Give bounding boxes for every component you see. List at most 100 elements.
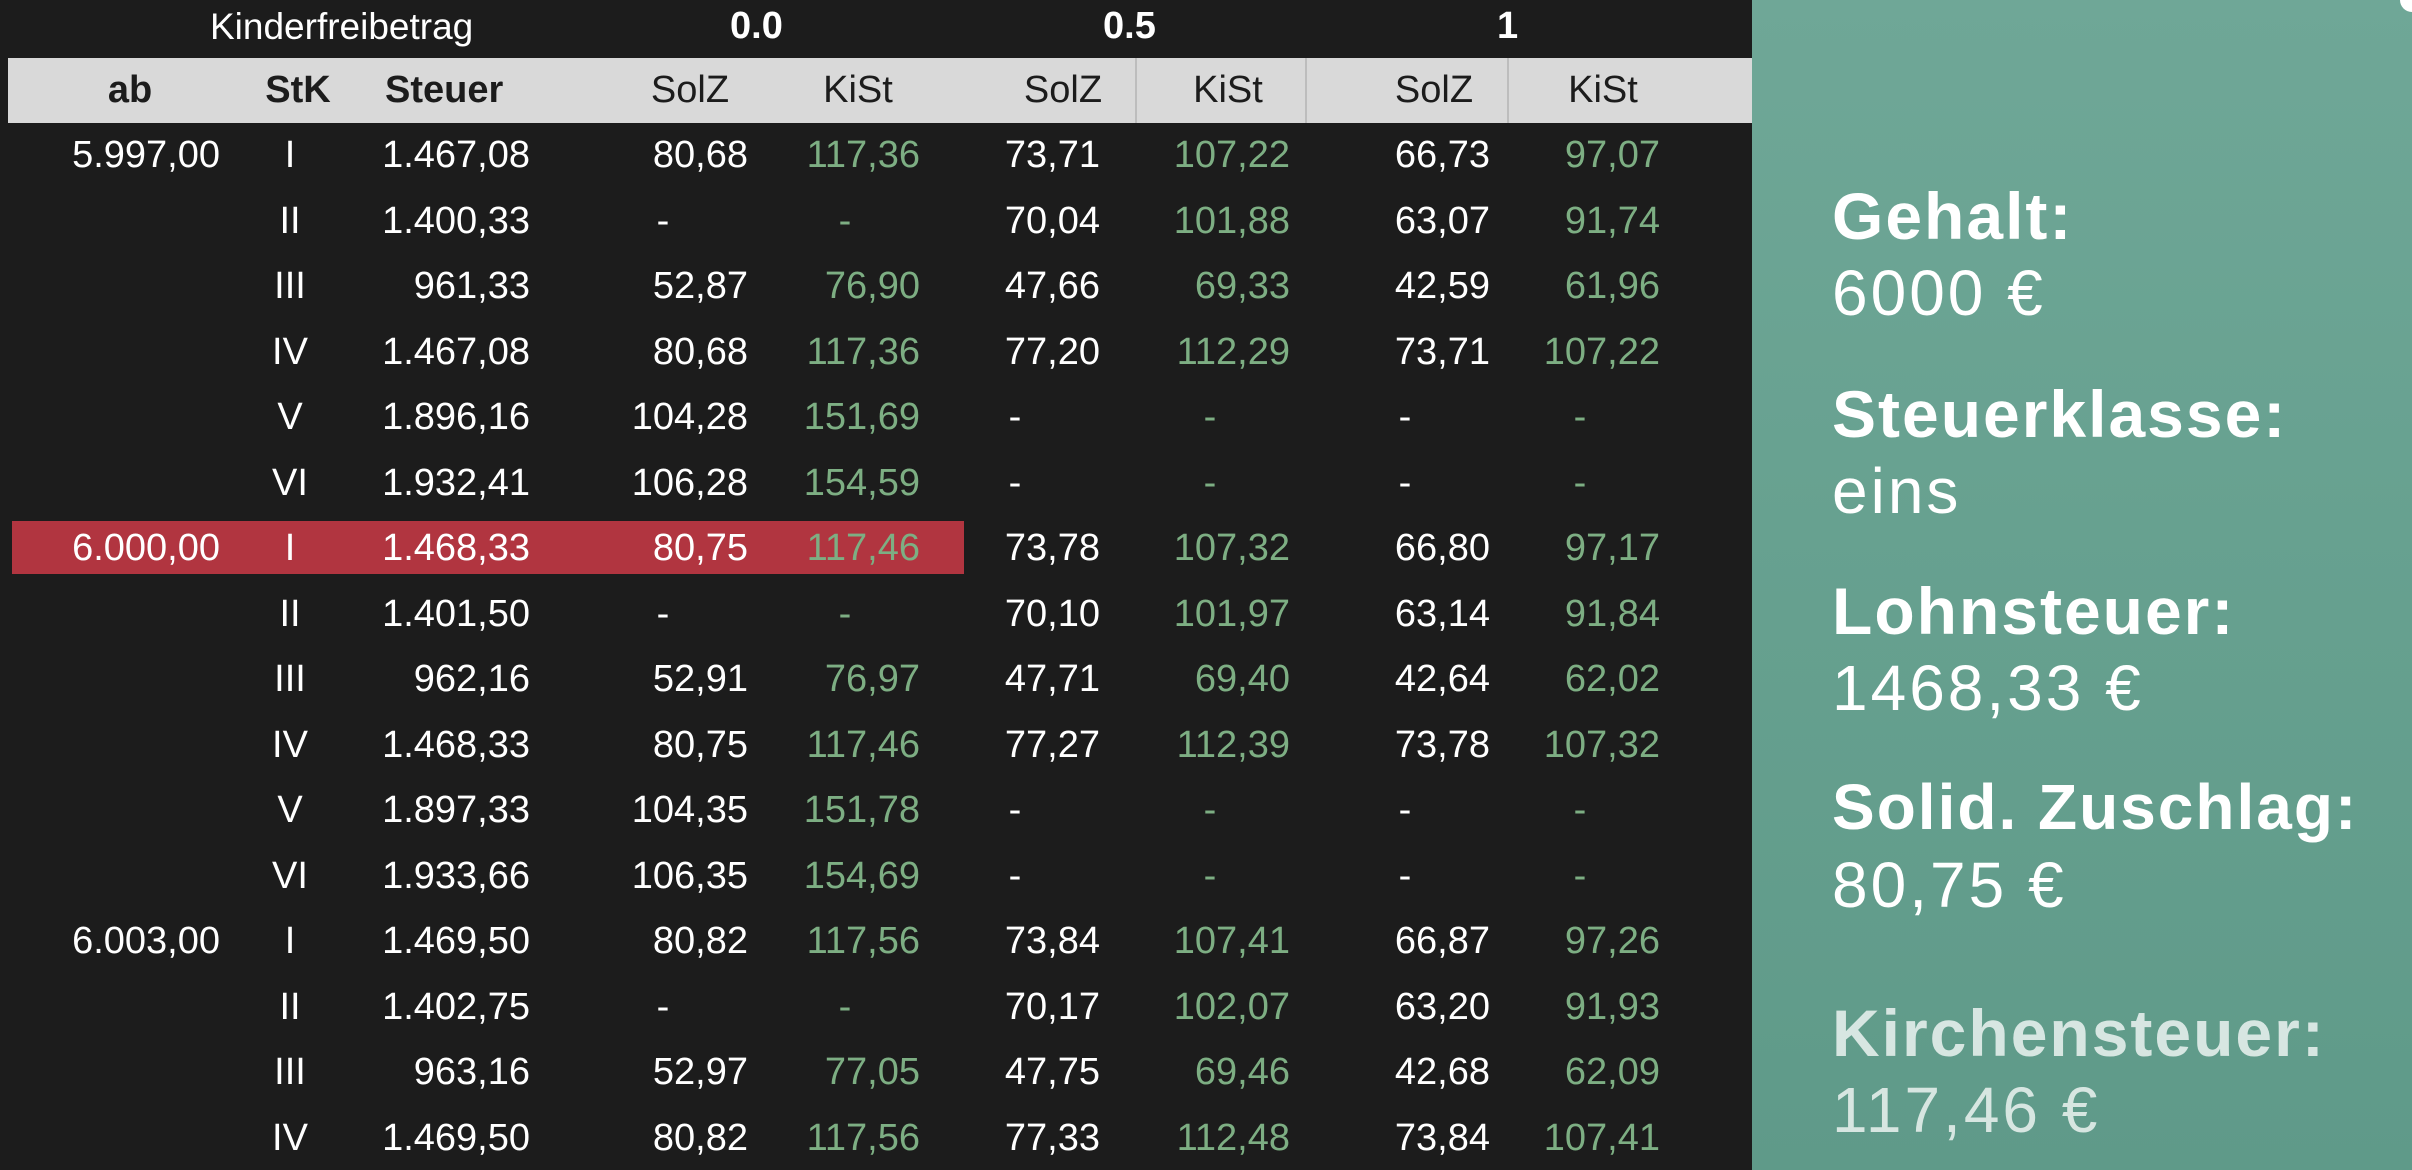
cell-steuer: 963,16 — [413, 1051, 530, 1093]
column-header-kist-1: KiSt — [1568, 69, 1638, 111]
table-row: VI 1.933,66 106,35 154,69 - - - - — [0, 844, 1752, 909]
table-row: IV 1.469,50 80,82 117,56 77,33 112,48 73,84 107… — [0, 1106, 1752, 1170]
cell-solz-05: 77,33 — [1004, 1116, 1100, 1159]
table-row: VI 1.932,41 106,28 154,59 - - - - — [0, 451, 1752, 516]
cell-kist-1: 91,74 — [1564, 199, 1660, 242]
kirchensteuer-label: Kirchensteuer: — [1832, 996, 2326, 1070]
cell-stk: III — [274, 658, 306, 700]
cell-stk: V — [277, 789, 303, 831]
cell-steuer: 1.469,50 — [382, 920, 530, 962]
cell-kist-1: 91,84 — [1564, 592, 1660, 635]
cell-kist-1: 97,07 — [1564, 134, 1660, 176]
cell-kist-0: 117,36 — [806, 134, 920, 176]
cell-kist-05: 69,33 — [1194, 265, 1290, 307]
cell-stk: II — [279, 199, 301, 242]
cell-solz-0: 104,28 — [631, 396, 748, 438]
cell-kist-0: 117,56 — [806, 1116, 920, 1159]
cell-kist-0: - — [838, 985, 852, 1028]
cell-solz-05: - — [1008, 854, 1022, 897]
cell-ab — [20, 582, 220, 647]
lohnsteuer-value: 1468,33 € — [1832, 652, 2144, 724]
cell-kist-0: 117,46 — [806, 527, 920, 569]
cell-kist-1: 107,22 — [1543, 330, 1660, 373]
column-header-kist-05: KiSt — [1193, 69, 1263, 111]
cell-kist-1: 107,32 — [1543, 723, 1660, 766]
gehalt-label: Gehalt: — [1832, 179, 2074, 253]
summary-panel: Gehalt: 6000 € Steuerklasse: eins Lohnst… — [1752, 0, 2412, 1170]
cell-solz-0: 104,35 — [631, 789, 748, 831]
cell-solz-05: 70,10 — [1004, 592, 1100, 635]
cell-solz-1: - — [1398, 461, 1412, 504]
cell-kist-05: 101,88 — [1173, 199, 1290, 242]
tax-table: Kinderfreibetrag 0.0 0.5 1 ab StK Steuer… — [0, 5, 1752, 1170]
header-divider — [1507, 58, 1509, 123]
cell-kist-0: 151,69 — [803, 396, 920, 438]
cell-solz-05: 73,84 — [1004, 920, 1100, 962]
cell-solz-1: 42,59 — [1394, 265, 1490, 307]
column-header-solz-0: SolZ — [650, 69, 730, 111]
cell-solz-1: 42,68 — [1394, 1051, 1490, 1093]
cell-ab — [20, 189, 220, 254]
cell-solz-1: - — [1398, 854, 1412, 897]
cell-solz-1: 63,20 — [1394, 985, 1490, 1028]
cell-solz-05: 70,04 — [1004, 199, 1100, 242]
cell-ab: 6.000,00 — [72, 527, 220, 569]
cell-solz-0: 80,75 — [652, 723, 748, 766]
cell-kist-0: 76,90 — [824, 265, 920, 307]
cell-ab — [20, 778, 220, 843]
cell-kist-0: 76,97 — [824, 658, 920, 700]
cell-steuer: 1.468,33 — [382, 723, 530, 766]
cell-stk: V — [277, 396, 303, 438]
cell-kist-1: 97,26 — [1564, 920, 1660, 962]
column-header-steuer: Steuer — [385, 69, 504, 111]
table-row: IV 1.468,33 80,75 117,46 77,27 112,39 73,78 107… — [0, 713, 1752, 778]
steuerklasse-label: Steuerklasse: — [1832, 377, 2288, 451]
table-row: 5.997,00 I 1.467,08 80,68 117,36 73,71 107,22 6… — [0, 123, 1752, 188]
cell-steuer: 1.933,66 — [382, 854, 530, 897]
cell-solz-0: - — [656, 985, 670, 1028]
cell-solz-0: 80,68 — [652, 134, 748, 176]
cell-kist-05: 107,32 — [1173, 527, 1290, 569]
cell-kist-05: 107,22 — [1173, 134, 1290, 176]
cell-kist-1: 107,41 — [1543, 1116, 1660, 1159]
cell-solz-0: 106,28 — [631, 461, 748, 504]
soli-value: 80,75 € — [1832, 849, 2067, 921]
table-row: III 961,33 52,87 76,90 47,66 69,33 42,59 61,96 — [0, 254, 1752, 319]
cell-kist-0: 154,69 — [803, 854, 920, 897]
cell-stk: IV — [272, 723, 308, 766]
header-divider — [1135, 58, 1137, 123]
cell-solz-05: - — [1008, 461, 1022, 504]
cell-solz-1: 42,64 — [1394, 658, 1490, 700]
table-row: II 1.401,50 - - 70,10 101,97 63,14 91,84 — [0, 582, 1752, 647]
cell-kist-05: 112,39 — [1176, 723, 1290, 766]
cell-kist-1: - — [1573, 461, 1587, 504]
selected-row-highlight — [12, 521, 964, 574]
cell-kist-1: - — [1573, 854, 1587, 897]
cell-solz-05: 47,66 — [1004, 265, 1100, 307]
cell-steuer: 1.896,16 — [382, 396, 530, 438]
table-row: 6.000,00 I 1.468,33 80,75 117,46 73,78 107,32 6… — [0, 516, 1752, 581]
table-row: II 1.400,33 - - 70,04 101,88 63,07 91,74 — [0, 189, 1752, 254]
cell-solz-0: 52,97 — [652, 1051, 748, 1093]
cell-kist-0: 151,78 — [803, 789, 920, 831]
cell-stk: III — [274, 265, 306, 307]
table-row: III 963,16 52,97 77,05 47,75 69,46 42,68 62,09 — [0, 1040, 1752, 1105]
cell-solz-0: - — [656, 199, 670, 242]
table-row: 6.003,00 I 1.469,50 80,82 117,56 73,84 107,41 6… — [0, 909, 1752, 974]
cell-ab — [20, 975, 220, 1040]
cell-kist-05: - — [1203, 396, 1217, 438]
cell-ab: 6.003,00 — [72, 920, 220, 962]
cell-stk: IV — [272, 330, 308, 373]
cell-steuer: 962,16 — [413, 658, 530, 700]
table-row: III 962,16 52,91 76,97 47,71 69,40 42,64 62,02 — [0, 647, 1752, 712]
cell-kist-05: 101,97 — [1173, 592, 1290, 635]
cell-solz-0: 80,68 — [652, 330, 748, 373]
cell-solz-1: - — [1398, 789, 1412, 831]
cell-ab — [20, 1106, 220, 1170]
cell-solz-1: 63,07 — [1394, 199, 1490, 242]
cell-kist-05: 112,48 — [1176, 1116, 1290, 1159]
cell-steuer: 1.402,75 — [382, 985, 530, 1028]
cell-kist-1: 97,17 — [1564, 527, 1660, 569]
cell-solz-1: 73,71 — [1394, 330, 1490, 373]
cell-kist-05: - — [1203, 854, 1217, 897]
